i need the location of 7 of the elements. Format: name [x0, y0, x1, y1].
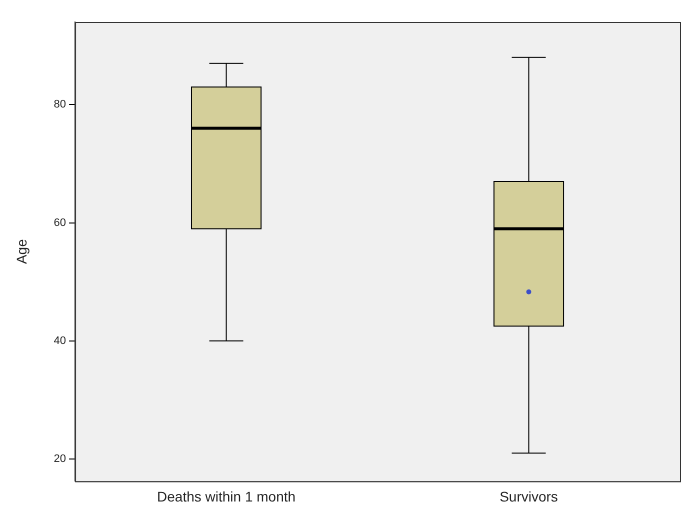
y-tick-label: 20 [54, 453, 66, 466]
y-tick-label: 60 [54, 216, 66, 229]
y-axis-title: Age [13, 238, 30, 264]
x-tick-label: Survivors [500, 488, 558, 504]
y-tick-label: 40 [54, 334, 66, 347]
y-tick-label: 80 [54, 98, 66, 111]
x-tick-label: Deaths within 1 month [157, 488, 296, 504]
